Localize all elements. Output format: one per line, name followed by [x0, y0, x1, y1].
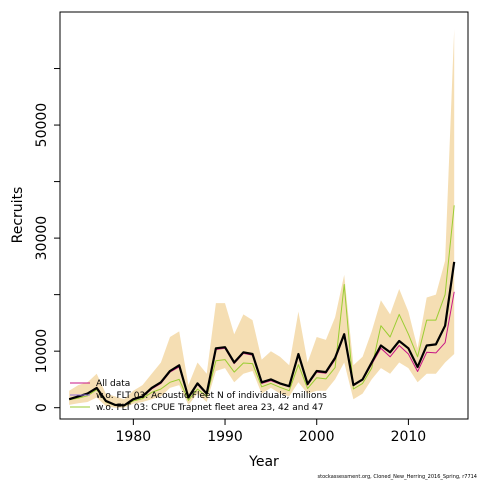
legend-label: All data [96, 379, 130, 389]
legend-label: w.o. FLT 03: CPUE Trapnet fleet area 23,… [96, 403, 324, 413]
series-line-0 [68, 261, 456, 407]
y-tick-label: 0 [34, 403, 50, 412]
plot-frame [59, 11, 469, 420]
y-tick-label: 50000 [34, 103, 50, 148]
x-tick-label: 2000 [299, 429, 335, 445]
x-axis: 1980 1990 2000 2010 [116, 419, 427, 445]
y-tick-label: 30000 [34, 216, 50, 261]
footer-credit: stockassessment.org, Cloned_New_Herring_… [318, 474, 477, 480]
confidence-band [69, 29, 455, 408]
x-tick-label: 1990 [207, 429, 243, 445]
series-line-2 [69, 205, 455, 407]
x-tick-label: 1980 [116, 429, 152, 445]
plot-layer [68, 29, 456, 408]
y-tick-label: 10000 [34, 329, 50, 374]
x-tick-label: 2010 [391, 429, 427, 445]
y-axis-title: Recruits [10, 187, 26, 244]
y-axis: 0 10000 30000 50000 [34, 68, 60, 412]
x-axis-title: Year [248, 454, 279, 470]
legend: All data w.o. FLT 03: Acoustic Fleet N of… [70, 379, 327, 413]
legend-label: w.o. FLT 03: Acoustic Fleet N of individ… [96, 391, 327, 401]
